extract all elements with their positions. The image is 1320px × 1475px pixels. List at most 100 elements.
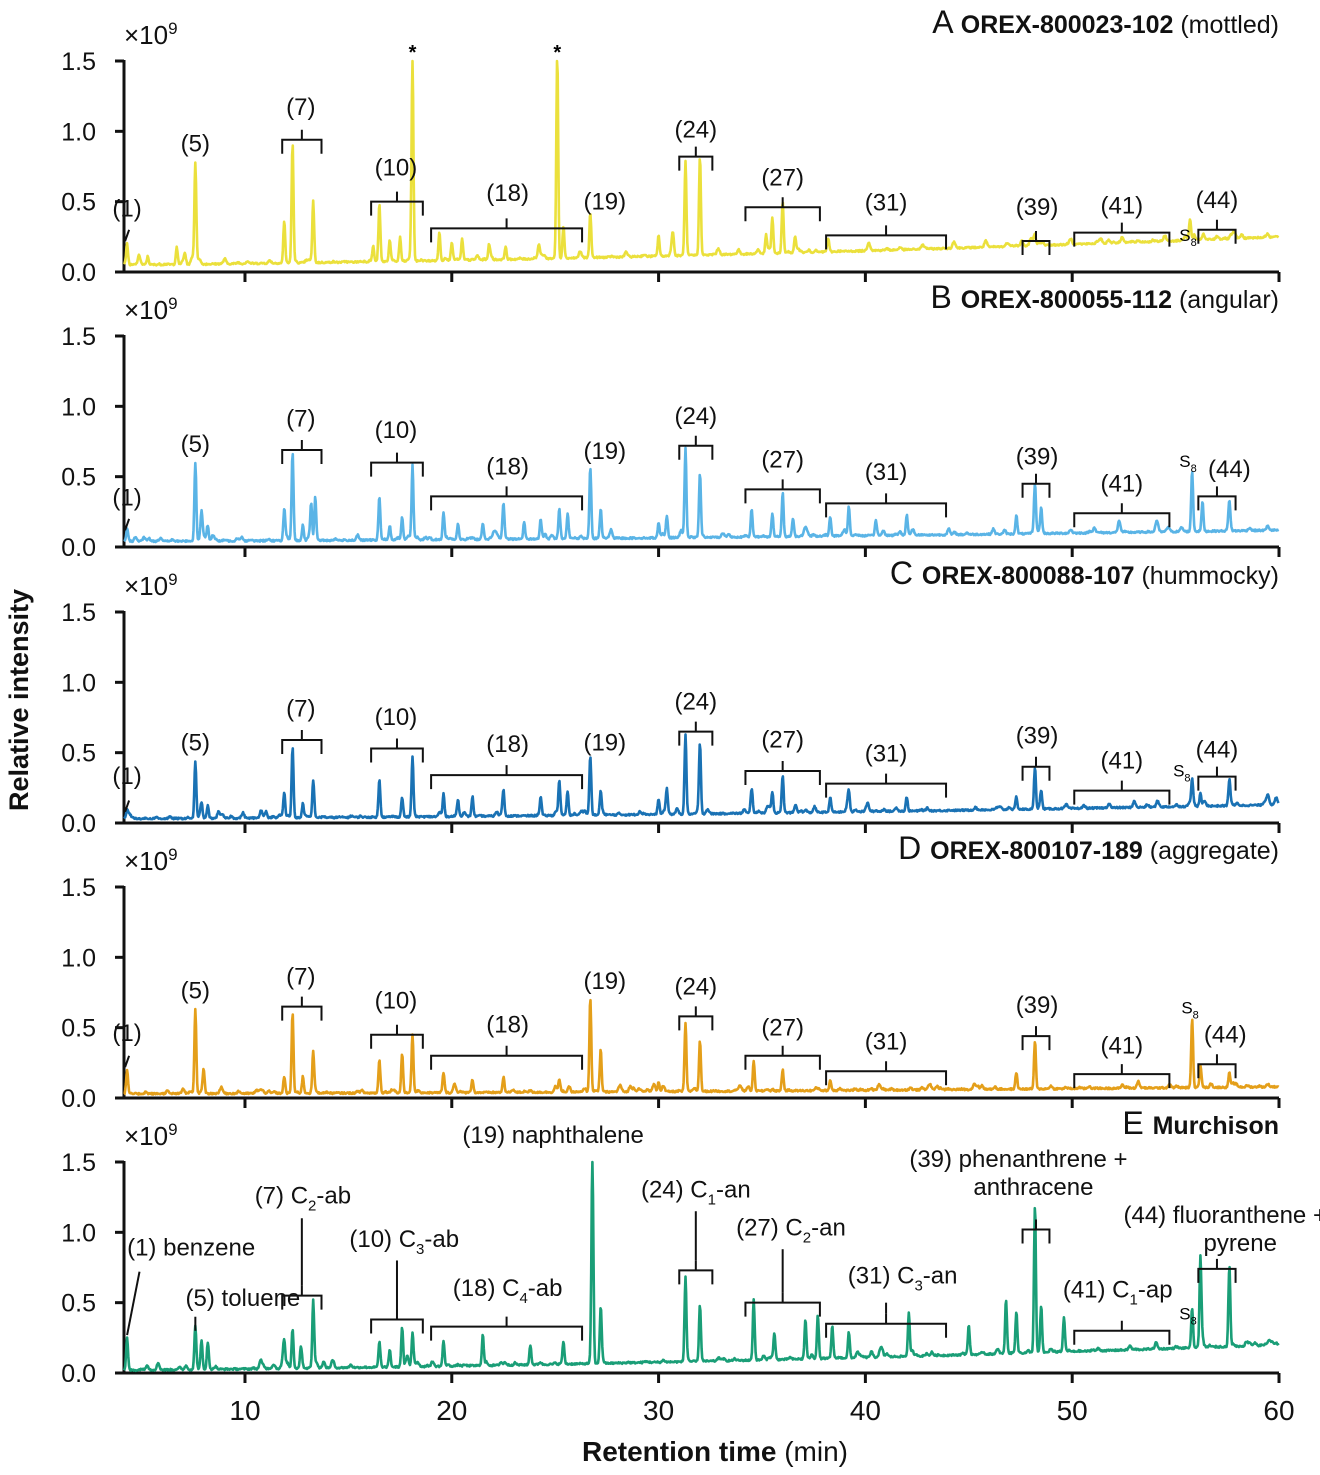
y-tick-label: 0.5 — [61, 189, 96, 217]
peak-label: (10) — [375, 417, 418, 444]
compound-subscript: 2 — [308, 1197, 316, 1214]
peak-label: (31) — [865, 459, 908, 486]
sulfur-label: S8 — [1179, 226, 1196, 249]
peak-annotation: (5) — [181, 729, 210, 756]
peak-annotation: (31) — [825, 741, 948, 798]
peak-annotation: (7) — [281, 964, 323, 1021]
peak-label: (5) — [181, 131, 210, 158]
peak-annotation: (18) — [430, 1011, 584, 1070]
peak-label: (5) — [181, 978, 210, 1005]
peak-label: (41) — [1100, 748, 1143, 775]
y-tick-label: 0.0 — [61, 534, 96, 562]
compound-prefix: C — [779, 1215, 803, 1242]
peak-annotation: (10) — [370, 988, 424, 1049]
peak-group-bracket — [370, 1309, 424, 1334]
y-multiplier-exponent: 9 — [168, 19, 177, 38]
compound-prefix: C — [1106, 1277, 1130, 1304]
peak-group-bracket — [430, 765, 584, 790]
peak-group-bracket — [744, 1292, 821, 1317]
peak-pointer — [124, 518, 131, 531]
peak-annotation: (1) — [112, 484, 142, 531]
peak-label: (41) C1-ap — [1063, 1277, 1173, 1309]
x-axis-label-bold: Retention time — [582, 1436, 776, 1467]
peak-annotation: (18) — [430, 453, 584, 511]
compound-prefix: C — [392, 1226, 416, 1253]
peak-annotation: (18) — [430, 180, 584, 243]
y-tick-label: 1.0 — [61, 1219, 96, 1247]
peak-group-bracket — [744, 479, 821, 504]
panel-letter: A — [932, 4, 960, 40]
peak-label: (44) — [1208, 456, 1251, 483]
panel-b: 0.0 0.5 1.0 1.5 ×109 B OREX-800055-112 (angul… — [61, 279, 1281, 562]
sulfur-subscript: 8 — [1191, 237, 1197, 249]
compound-name: naphthalene — [505, 1122, 644, 1149]
y-tick-label: 1.5 — [61, 599, 96, 627]
peak-annotation: (1) — [112, 763, 142, 813]
y-tick-label: 1.5 — [61, 1149, 96, 1177]
compound-suffix: -ab — [424, 1226, 459, 1253]
peak-label: (27) C2-an — [736, 1215, 846, 1247]
peak-group-bracket — [1197, 486, 1237, 511]
compound-suffix: -an — [923, 1263, 958, 1290]
y-tick-label: 1.5 — [61, 48, 96, 76]
peak-label: (10) — [375, 704, 418, 731]
y-tick-label: 1.0 — [61, 944, 96, 972]
compound-subscript: 3 — [914, 1278, 922, 1295]
peak-label: (39) — [1016, 992, 1059, 1019]
y-tick-label: 0.5 — [61, 1015, 96, 1043]
peak-label: (19) — [583, 188, 626, 215]
sample-descriptor: (aggregate) — [1143, 837, 1279, 865]
peak-annotation: (27) — [744, 1014, 821, 1070]
peak-label: (18) — [486, 180, 529, 207]
compound-subscript: 4 — [519, 1290, 527, 1307]
peak-group-bracket — [370, 452, 424, 477]
peak-group-bracket — [825, 225, 948, 250]
chromatogram-trace — [123, 733, 1280, 821]
sample-name: OREX-800055-112 — [961, 286, 1172, 314]
peak-group-bracket — [430, 218, 584, 243]
peak-annotation: S8 — [1173, 762, 1190, 785]
peak-annotation: S8 — [1181, 999, 1198, 1022]
panel-letter: E — [1122, 1105, 1152, 1141]
peak-label: (1) — [112, 1020, 141, 1047]
x-axis-label: Retention time (min) — [582, 1436, 848, 1467]
peak-annotation: S8 — [1179, 226, 1196, 249]
peak-label: (10) — [375, 988, 418, 1015]
y-tick-label: 0.0 — [61, 259, 96, 287]
y-multiplier-exponent: 9 — [168, 1120, 177, 1139]
y-tick-label: 1.5 — [61, 323, 96, 351]
peak-group-bracket — [1197, 1258, 1237, 1283]
x-tick-label: 40 — [850, 1395, 881, 1426]
panel-title: D OREX-800107-189 (aggregate) — [898, 830, 1279, 866]
chromatogram-trace — [123, 59, 1280, 267]
peak-annotation: (31) — [825, 190, 948, 250]
peak-annotation: (7) — [281, 94, 323, 154]
peak-annotation: (7) C2-ab — [255, 1182, 351, 1310]
y-multiplier: ×109 — [124, 1120, 178, 1151]
sulfur-label: S8 — [1179, 452, 1196, 475]
compound-name: fluoranthene + — [1166, 1202, 1320, 1229]
peak-annotation: (24) — [674, 117, 717, 171]
panel-title: E Murchison — [1122, 1105, 1279, 1141]
peak-group-bracket — [678, 435, 714, 460]
peak-label: (7) C2-ab — [255, 1182, 351, 1214]
compound-suffix: -ab — [316, 1182, 351, 1209]
x-tick-label: 20 — [436, 1395, 467, 1426]
compound-prefix: C — [284, 1182, 308, 1209]
y-tick-label: 0.0 — [61, 1085, 96, 1113]
y-tick-label: 1.0 — [61, 669, 96, 697]
panel-d: 0.0 0.5 1.0 1.5 ×109 D OREX-800107-189 (aggre… — [61, 830, 1281, 1113]
peak-group-bracket — [281, 730, 323, 755]
y-multiplier-exponent: 9 — [168, 845, 177, 864]
peak-annotation: (19) — [583, 729, 626, 756]
peak-annotation: (41) — [1073, 748, 1171, 805]
peak-label: (10) — [375, 155, 418, 182]
peak-group-bracket — [281, 439, 323, 464]
peak-annotation: (27) — [744, 446, 821, 504]
compound-prefix: C — [890, 1263, 914, 1290]
peak-annotation: (39) phenanthrene +anthracene — [909, 1146, 1128, 1244]
peak-label: (27) — [761, 446, 804, 473]
peak-group-bracket — [370, 191, 424, 216]
peak-annotation: (39) — [1016, 194, 1058, 256]
peak-label: (39) phenanthrene + — [909, 1146, 1127, 1173]
